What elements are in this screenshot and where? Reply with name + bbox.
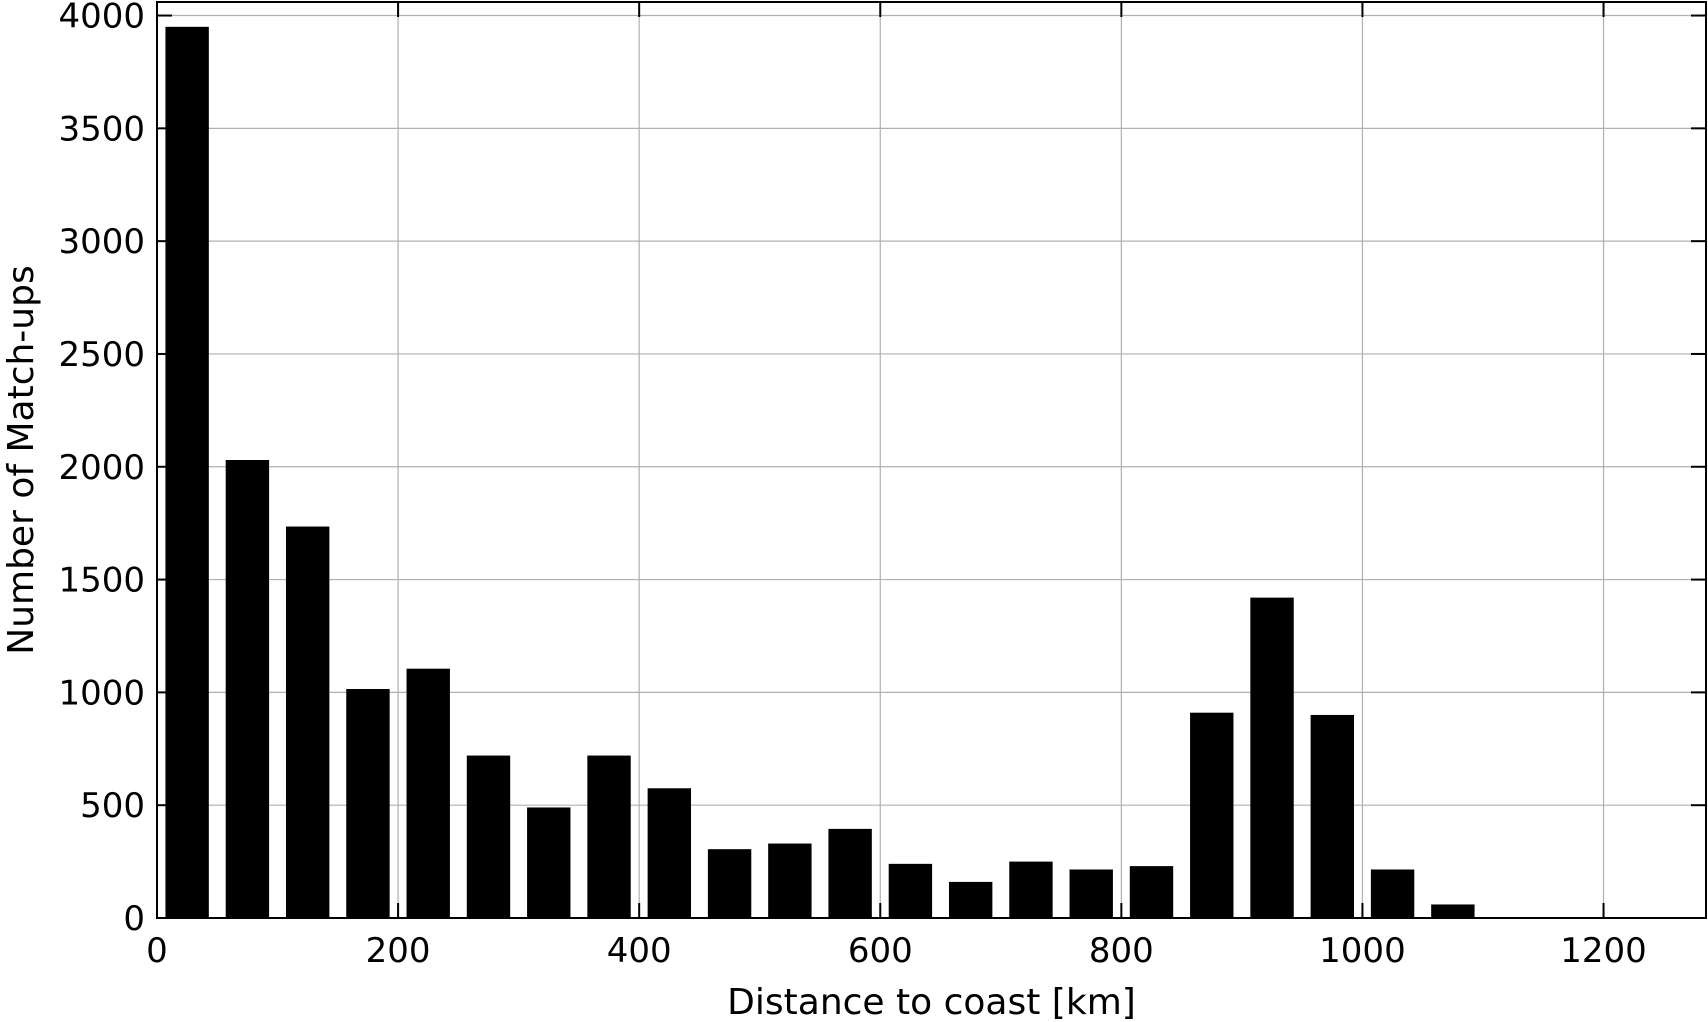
bar — [1431, 904, 1475, 918]
x-axis-label: Distance to coast [km] — [727, 982, 1136, 1022]
x-tick-label: 600 — [848, 931, 913, 971]
y-tick-label: 3000 — [58, 222, 145, 262]
x-tick-label: 200 — [366, 931, 431, 971]
tick-marks — [156, 2, 1706, 919]
bar — [285, 526, 330, 918]
y-tick-label: 4000 — [58, 0, 145, 37]
bar — [768, 843, 812, 918]
bar — [346, 689, 390, 918]
x-tick-label: 400 — [607, 931, 672, 971]
bar — [828, 828, 872, 918]
y-axis-label: Number of Match-ups — [1, 265, 42, 654]
bar — [948, 881, 993, 918]
bar — [225, 460, 270, 918]
bar — [647, 788, 692, 918]
y-tick-label: 3500 — [58, 109, 145, 149]
y-tick-label: 0 — [123, 899, 145, 939]
bar — [1310, 714, 1355, 918]
bar — [1069, 869, 1113, 918]
x-tick-label: 1000 — [1319, 931, 1406, 971]
x-tick-labels: 0 200 400 600 800 1000 1200 — [146, 931, 1647, 971]
plot-frame — [156, 1, 1707, 919]
y-tick-label: 1500 — [58, 561, 145, 601]
bar — [1250, 597, 1294, 918]
bar — [587, 755, 631, 918]
bar — [1190, 712, 1234, 918]
x-tick-label: 0 — [146, 931, 168, 971]
bars-group — [165, 26, 1475, 918]
y-tick-label: 2500 — [58, 335, 145, 375]
bar — [165, 26, 209, 918]
bar — [888, 863, 933, 918]
y-tick-label: 500 — [80, 786, 145, 826]
bar — [1129, 866, 1174, 918]
x-tick-label: 800 — [1089, 931, 1154, 971]
bar — [707, 849, 752, 918]
y-tick-label: 2000 — [58, 448, 145, 488]
x-tick-label: 1200 — [1560, 931, 1647, 971]
bar — [466, 755, 511, 918]
y-tick-label: 1000 — [58, 673, 145, 713]
grid-lines — [157, 2, 1706, 918]
bar — [1009, 861, 1053, 918]
bar — [1370, 869, 1415, 918]
y-tick-labels: 0 500 1000 1500 2000 2500 3000 3500 4000 — [58, 0, 145, 939]
bar — [406, 668, 450, 918]
bar — [527, 807, 571, 918]
